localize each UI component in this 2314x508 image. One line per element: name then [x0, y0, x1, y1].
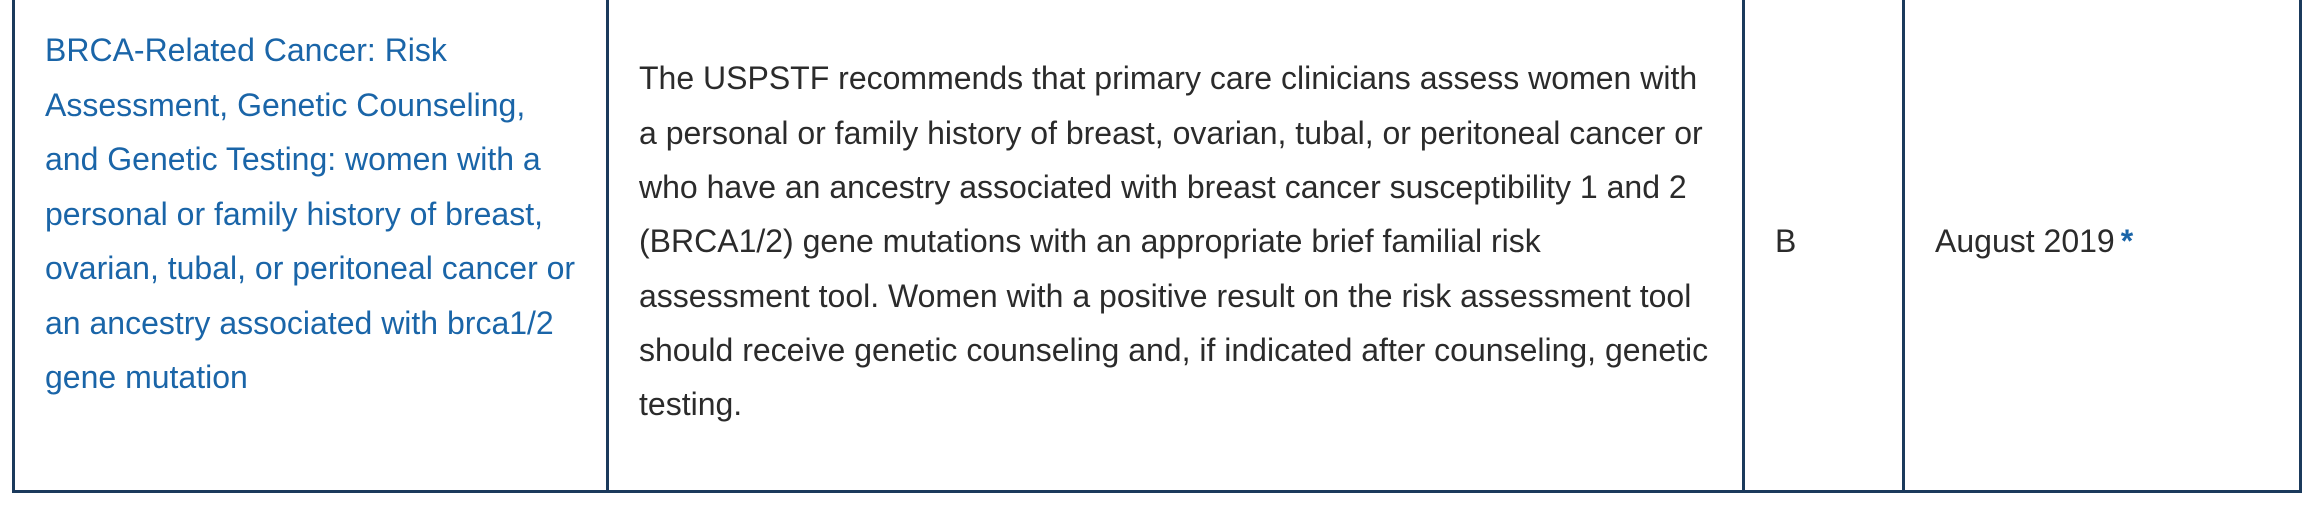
- release-date: August 2019: [1935, 223, 2115, 259]
- description-cell: The USPSTF recommends that primary care …: [606, 0, 1745, 493]
- grade-cell: B: [1742, 0, 1905, 493]
- recommendations-table: BRCA-Related Cancer: Risk Assessment, Ge…: [12, 0, 2302, 493]
- topic-cell: BRCA-Related Cancer: Risk Assessment, Ge…: [12, 0, 609, 493]
- grade-value: B: [1775, 223, 1797, 259]
- topic-link[interactable]: BRCA-Related Cancer: Risk Assessment, Ge…: [45, 32, 576, 395]
- release-date-cell: August 2019 *: [1902, 0, 2302, 493]
- recommendations-table-container: BRCA-Related Cancer: Risk Assessment, Ge…: [12, 0, 2302, 493]
- recommendation-text: The USPSTF recommends that primary care …: [639, 60, 1709, 423]
- table-row: BRCA-Related Cancer: Risk Assessment, Ge…: [12, 0, 2302, 493]
- date-footnote-marker[interactable]: *: [2120, 223, 2134, 259]
